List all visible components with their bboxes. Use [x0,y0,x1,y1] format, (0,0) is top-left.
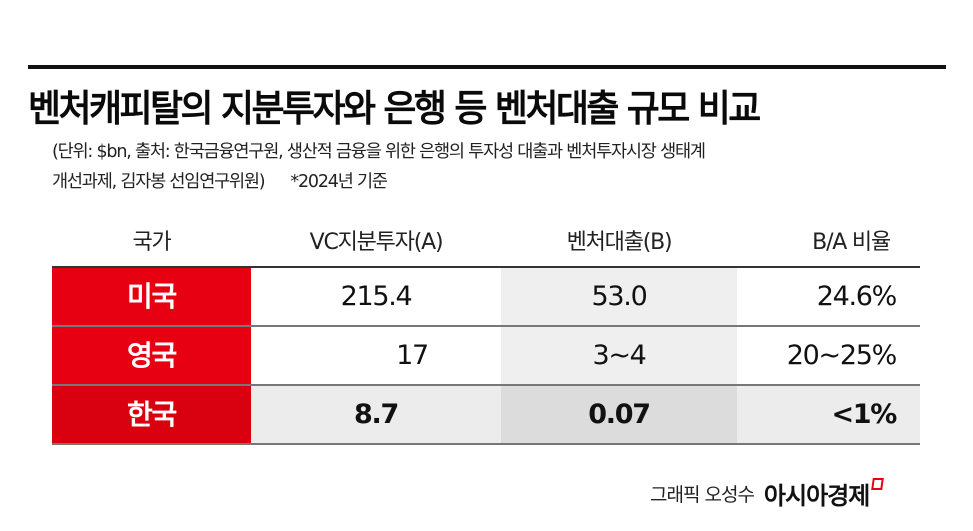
source-note: (단위: $bn, 출처: 한국금융연구원, 생산적 금융을 위한 은행의 투자… [52,137,952,197]
table-row-us: 미국 215.4 53.0 24.6% [52,268,920,327]
table-row-korea: 한국 8.7 0.07 <1% [52,386,920,445]
venture-loan-cell: 0.07 [501,386,737,443]
header-rule [52,266,920,268]
ratio-cell: 24.6% [816,281,898,312]
table-row-uk: 영국 17 3~4 20~25% [52,327,920,386]
footer: 그래픽 오성수 아시아경제 [650,476,885,511]
vc-equity-cell: 17 [396,340,429,371]
top-rule [28,65,946,69]
header-venture-loan: 벤처대출(B) [566,230,673,255]
ratio-cell: 20~25% [786,340,898,371]
graphic-credit: 그래픽 오성수 [650,484,755,506]
venture-loan-cell: 53.0 [501,268,737,325]
vc-equity-cell: 215.4 [340,281,413,312]
basis-year-note: *2024년 기준 [290,172,388,192]
country-cell: 미국 [52,268,251,325]
header-vc-equity: VC지분투자(A) [309,230,444,255]
chart-title: 벤처캐피탈의 지분투자와 은행 등 벤처대출 규모 비교 [28,87,761,130]
country-cell: 한국 [52,386,251,443]
source-note-line2: 개선과제, 김자봉 선임연구위원) [52,172,266,192]
header-country: 국가 [132,230,171,255]
brand-logo: 아시아경제 [763,482,870,510]
country-cell: 영국 [52,327,251,384]
vc-equity-cell: 8.7 [251,386,501,443]
venture-loan-cell: 3~4 [501,327,737,384]
brand-mark-icon [871,478,885,490]
ratio-cell: <1% [737,386,920,443]
source-note-line1: (단위: $bn, 출처: 한국금융연구원, 생산적 금융을 위한 은행의 투자… [52,142,706,162]
header-ratio: B/A 비율 [812,230,891,255]
comparison-table: 미국 215.4 53.0 24.6% 영국 17 3~4 20~25% 한국 … [52,268,920,445]
